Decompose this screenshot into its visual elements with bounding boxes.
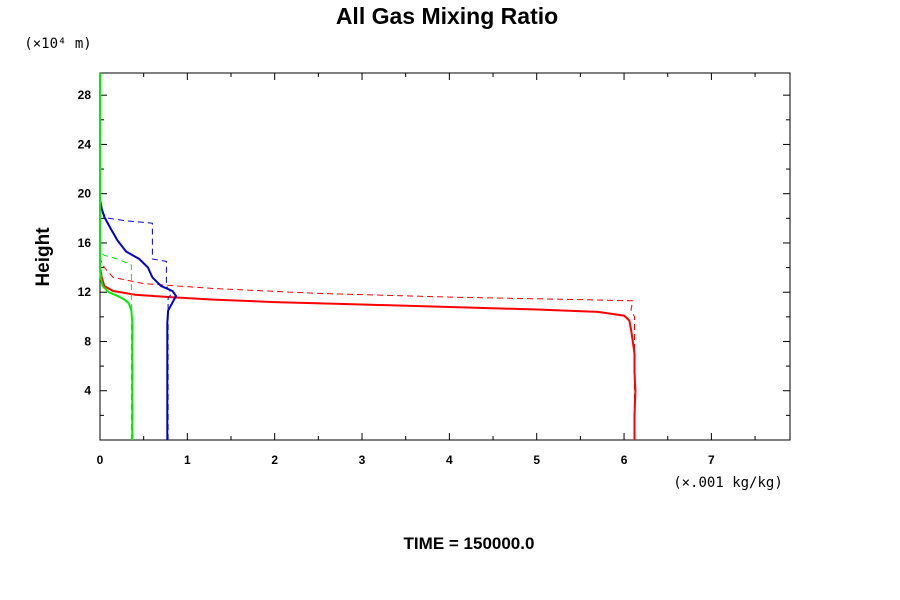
plot-frame <box>99 72 791 441</box>
x-tick-label: 3 <box>359 453 366 467</box>
x-tick-label: 2 <box>271 453 278 467</box>
y-unit-label: (×10⁴ m) <box>24 36 91 52</box>
x-tick-label: 1 <box>184 453 191 467</box>
series-line-5 <box>99 73 134 440</box>
time-footer: TIME = 150000.0 <box>404 534 535 553</box>
axis-ticks <box>99 73 790 440</box>
y-tick-label: 12 <box>78 285 92 299</box>
series-line-4 <box>99 205 173 440</box>
y-axis-label: Height <box>33 227 54 287</box>
series-lines <box>99 73 637 440</box>
y-tick-label: 8 <box>84 334 91 348</box>
x-tick-labels: 0 1 2 3 4 5 6 7 <box>97 453 715 467</box>
x-tick-label: 7 <box>708 453 715 467</box>
x-tick-label: 4 <box>446 453 453 467</box>
series-line-6 <box>99 252 132 440</box>
series-line-3 <box>99 199 177 440</box>
x-unit-label: (×.001 kg/kg) <box>673 475 783 491</box>
x-tick-label: 0 <box>97 453 104 467</box>
y-tick-label: 20 <box>78 187 92 201</box>
x-tick-label: 5 <box>533 453 540 467</box>
y-tick-labels: 4 8 12 16 20 24 28 <box>78 88 92 398</box>
series-line-1 <box>99 267 637 440</box>
y-tick-label: 4 <box>84 384 91 398</box>
y-tick-label: 24 <box>78 137 92 151</box>
series-line-2 <box>99 258 635 440</box>
x-tick-label: 6 <box>621 453 628 467</box>
y-tick-label: 28 <box>78 88 92 102</box>
y-tick-label: 16 <box>78 236 92 250</box>
chart-title: All Gas Mixing Ratio <box>336 3 558 29</box>
